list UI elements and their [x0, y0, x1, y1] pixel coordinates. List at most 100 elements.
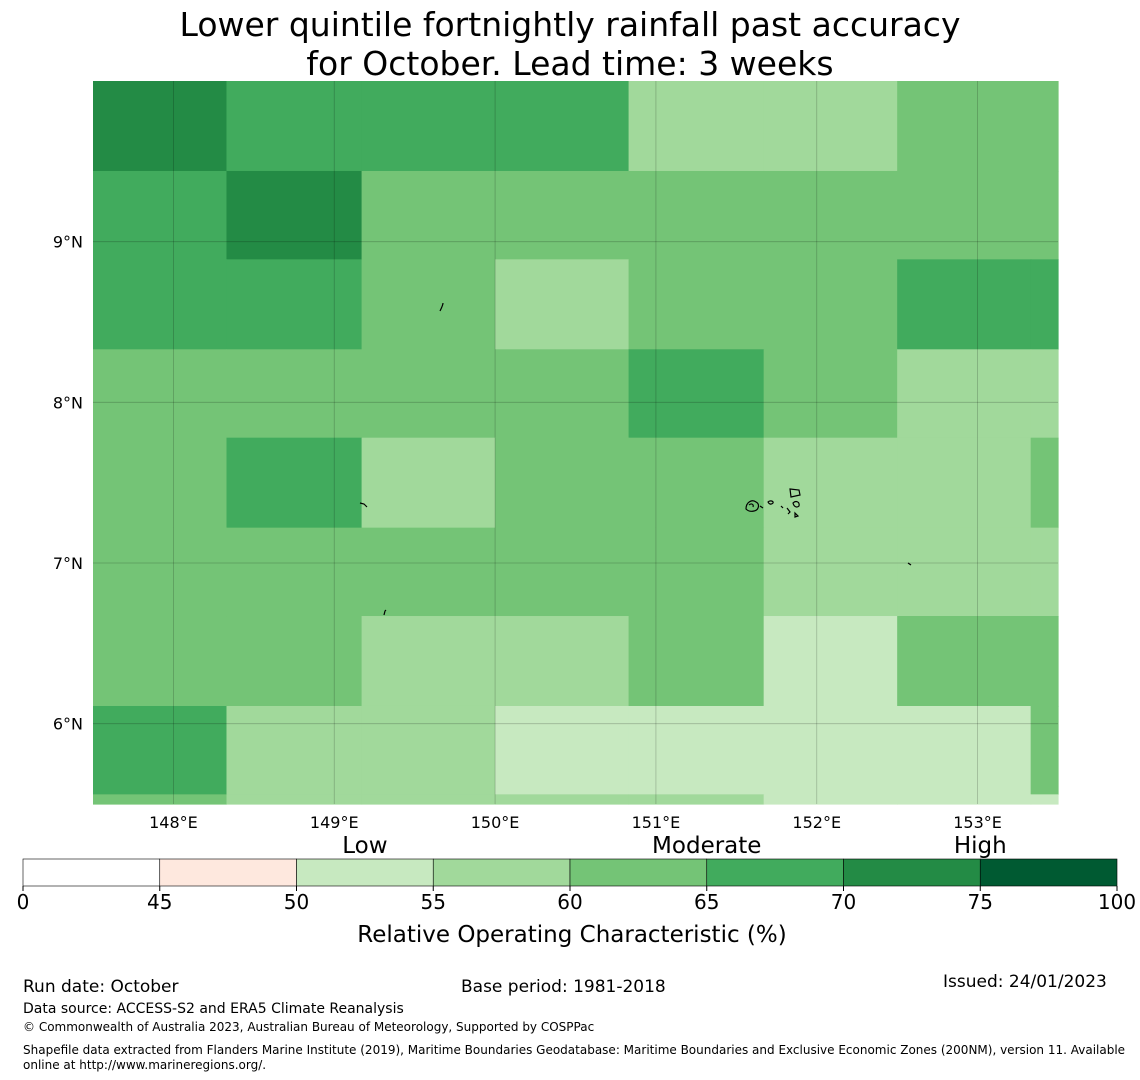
- grid-cell: [763, 259, 898, 350]
- colorbar-tick-label: 55: [421, 890, 446, 914]
- atoll-cluster: [745, 488, 801, 518]
- grid-cell: [763, 170, 898, 260]
- lon-tick-label: 149°E: [310, 813, 359, 832]
- grid-cell: [628, 259, 765, 350]
- grid-cell: [1030, 616, 1059, 707]
- grid-cell: [93, 349, 228, 439]
- issued-date: Issued: 24/01/2023: [943, 972, 1107, 992]
- grid-cell: [495, 527, 630, 617]
- grid-cell: [93, 81, 228, 172]
- grid-cell: [495, 794, 630, 805]
- grid-cell: [93, 437, 228, 529]
- colorbar-tick-label: 100: [1098, 890, 1136, 914]
- grid-cell: [361, 170, 496, 260]
- grid-cell: [495, 170, 630, 260]
- grid-cell: [1030, 794, 1059, 805]
- grid-cell: [897, 259, 1032, 350]
- grid-cell: [495, 81, 630, 172]
- lon-tick-label: 148°E: [149, 813, 198, 832]
- grid-cell: [628, 616, 765, 707]
- grid-cell: [93, 794, 228, 805]
- grid-cell: [361, 437, 496, 529]
- colorbar-category-label: Low: [342, 833, 387, 859]
- base-period: Base period: 1981-2018: [461, 977, 666, 997]
- grid-cell: [1030, 705, 1059, 795]
- colorbar-segment: [22, 858, 161, 887]
- grid-cell: [763, 616, 898, 707]
- grid-cell: [495, 437, 630, 529]
- grid-cell: [897, 705, 1032, 795]
- colorbar-tick-label: 75: [968, 890, 993, 914]
- coastlines: [359, 302, 912, 616]
- data-source: Data source: ACCESS-S2 and ERA5 Climate …: [23, 1001, 404, 1017]
- colorbar-tick-label: 50: [284, 890, 309, 914]
- grid-cell: [361, 259, 496, 350]
- grid-cell: [361, 705, 496, 795]
- colorbar-category-label: High: [954, 833, 1007, 859]
- colorbar-category-label: Moderate: [652, 833, 761, 859]
- graticule: [93, 81, 1058, 804]
- grid-cell: [628, 170, 765, 260]
- grid-cell: [628, 527, 765, 617]
- grid-cell: [1030, 527, 1059, 617]
- colorbar-segment: [843, 858, 981, 887]
- colorbar-axis-label: Relative Operating Characteristic (%): [357, 922, 786, 948]
- colorbar-segment: [159, 858, 297, 887]
- colorbar-tick-label: 45: [147, 890, 172, 914]
- grid-cell: [628, 794, 765, 805]
- grid-cell: [226, 794, 363, 805]
- islet-1: [439, 302, 444, 312]
- grid-cell: [226, 349, 363, 439]
- grid-cell: [226, 616, 363, 707]
- colorbar-tick-label: 65: [694, 890, 719, 914]
- grid-cell: [628, 705, 765, 795]
- colorbar-segment: [432, 858, 571, 887]
- lat-tick-label: 6°N: [53, 715, 83, 734]
- grid-cell: [361, 81, 496, 172]
- roc-grid: [93, 81, 1059, 805]
- colorbar-segment: [979, 858, 1118, 887]
- grid-cell: [897, 170, 1032, 260]
- grid-cell: [628, 437, 765, 529]
- islet-3: [383, 609, 387, 616]
- grid-cell: [1030, 170, 1059, 260]
- shapefile-credit-line-1: Shapefile data extracted from Flanders M…: [23, 1043, 1126, 1057]
- grid-cell: [226, 527, 363, 617]
- grid-cell: [897, 527, 1032, 617]
- grid-cell: [93, 705, 228, 795]
- grid-cell: [495, 259, 630, 350]
- copyright-notice: © Commonwealth of Australia 2023, Austra…: [23, 1020, 595, 1034]
- lon-tick-label: 151°E: [632, 813, 681, 832]
- grid-cell: [361, 794, 496, 805]
- run-date: Run date: October: [23, 977, 179, 997]
- grid-cell: [897, 349, 1032, 439]
- lat-tick-label: 9°N: [53, 233, 83, 252]
- lon-tick-label: 152°E: [792, 813, 841, 832]
- grid-cell: [93, 616, 228, 707]
- grid-cell: [897, 616, 1032, 707]
- grid-cell: [226, 81, 363, 172]
- lon-tick-label: 153°E: [953, 813, 1002, 832]
- map-title-line-2: for October. Lead time: 3 weeks: [306, 44, 834, 83]
- grid-cell: [628, 349, 765, 439]
- grid-cell: [226, 259, 363, 350]
- islet-2: [359, 502, 368, 508]
- grid-cell: [361, 616, 496, 707]
- grid-cell: [763, 81, 898, 172]
- map-figure: 148°E 149°E 150°E 151°E 152°E 153°E 9°N 8°N 7°N 6…: [17, 81, 1136, 948]
- grid-cell: [1030, 259, 1059, 350]
- grid-cell: [897, 81, 1032, 172]
- grid-cell: [226, 437, 363, 529]
- grid-cell: [226, 170, 363, 260]
- grid-cell: [495, 705, 630, 795]
- colorbar-segment: [296, 858, 434, 887]
- grid-cell: [361, 349, 496, 439]
- lat-tick-label: 7°N: [53, 554, 83, 573]
- map-title-line-1: Lower quintile fortnightly rainfall past…: [179, 5, 961, 44]
- grid-cell: [93, 259, 228, 350]
- axis-labels: 148°E 149°E 150°E 151°E 152°E 153°E 9°N 8°N 7°N 6…: [53, 233, 1002, 832]
- grid-cell: [226, 705, 363, 795]
- colorbar-tick-label: 60: [557, 890, 582, 914]
- shapefile-credit-line-2: online at http://www.marineregions.org/.: [23, 1058, 267, 1072]
- colorbar-tick-label: 70: [831, 890, 856, 914]
